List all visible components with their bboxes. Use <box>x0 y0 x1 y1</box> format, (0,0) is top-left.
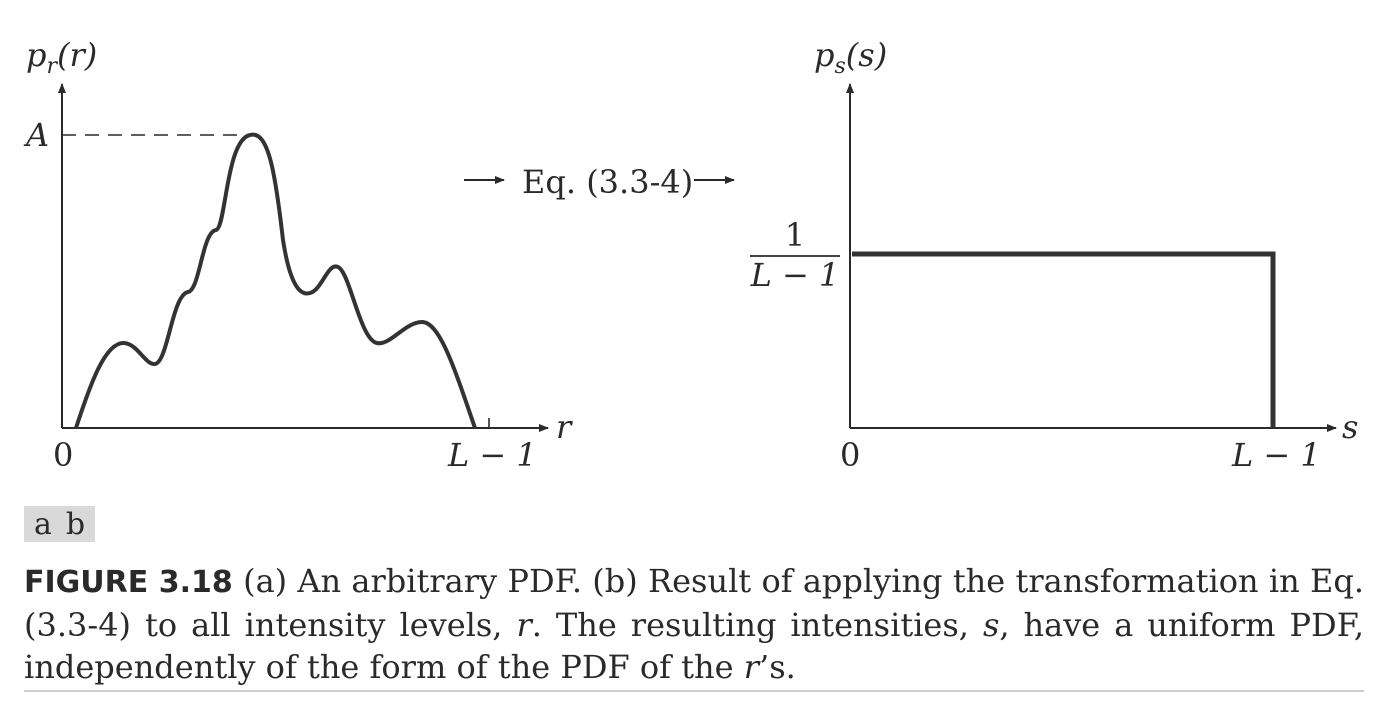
panel-a-y-tick-label: A <box>23 116 49 154</box>
panel-b-x-tick-label-end: L − 1 <box>1231 436 1321 474</box>
caption-text-3: s <box>982 606 1000 644</box>
figure-3-18: pr(r) A r 0 L − 1 Eq. (3.3-4) ps(s) 1 L … <box>23 36 1359 474</box>
figure-label: FIGURE 3.18 <box>24 565 233 600</box>
transformation-arrows: Eq. (3.3-4) <box>464 163 735 201</box>
panel-tag-a: a <box>34 506 52 542</box>
panel-tag-b: b <box>65 506 86 542</box>
panel-a-pdf-curve <box>74 132 477 429</box>
bottom-rule <box>24 690 1364 692</box>
figure-caption: FIGURE 3.18 (a) An arbitrary PDF. (b) Re… <box>24 560 1364 688</box>
caption-text-5: r <box>743 648 760 686</box>
panel-tags: a b <box>24 506 96 542</box>
panel-b-y-tick-denominator: L − 1 <box>750 256 840 294</box>
panel-a-x-axis-label: r <box>556 408 573 446</box>
caption-text-6: ’s. <box>759 648 796 686</box>
panel-b-x-axis-label: s <box>1342 408 1358 446</box>
caption-text-4: , have a uniform PDF, independently of t… <box>24 606 1365 686</box>
panel-a-y-axis-label: pr(r) <box>26 36 97 79</box>
panel-b-uniform-pdf <box>852 251 1276 428</box>
panel-b: ps(s) 1 L − 1 s 0 L − 1 <box>750 36 1359 474</box>
panel-a: pr(r) A r 0 L − 1 <box>23 36 573 474</box>
panel-b-x-tick-label-0: 0 <box>840 436 860 474</box>
panel-b-y-axis-label: ps(s) <box>814 36 887 79</box>
panel-a-x-tick-label-0: 0 <box>53 436 73 474</box>
panel-b-y-tick-numerator: 1 <box>785 216 805 254</box>
caption-text-2: . The resulting intensities, <box>531 606 983 644</box>
transform-equation-label: Eq. (3.3-4) <box>522 163 693 201</box>
caption-text-1: r <box>516 606 532 644</box>
panel-a-x-tick-label-end: L − 1 <box>447 436 537 474</box>
caption-text-0: (a) An arbitrary PDF. (b) Result of appl… <box>24 562 1364 644</box>
